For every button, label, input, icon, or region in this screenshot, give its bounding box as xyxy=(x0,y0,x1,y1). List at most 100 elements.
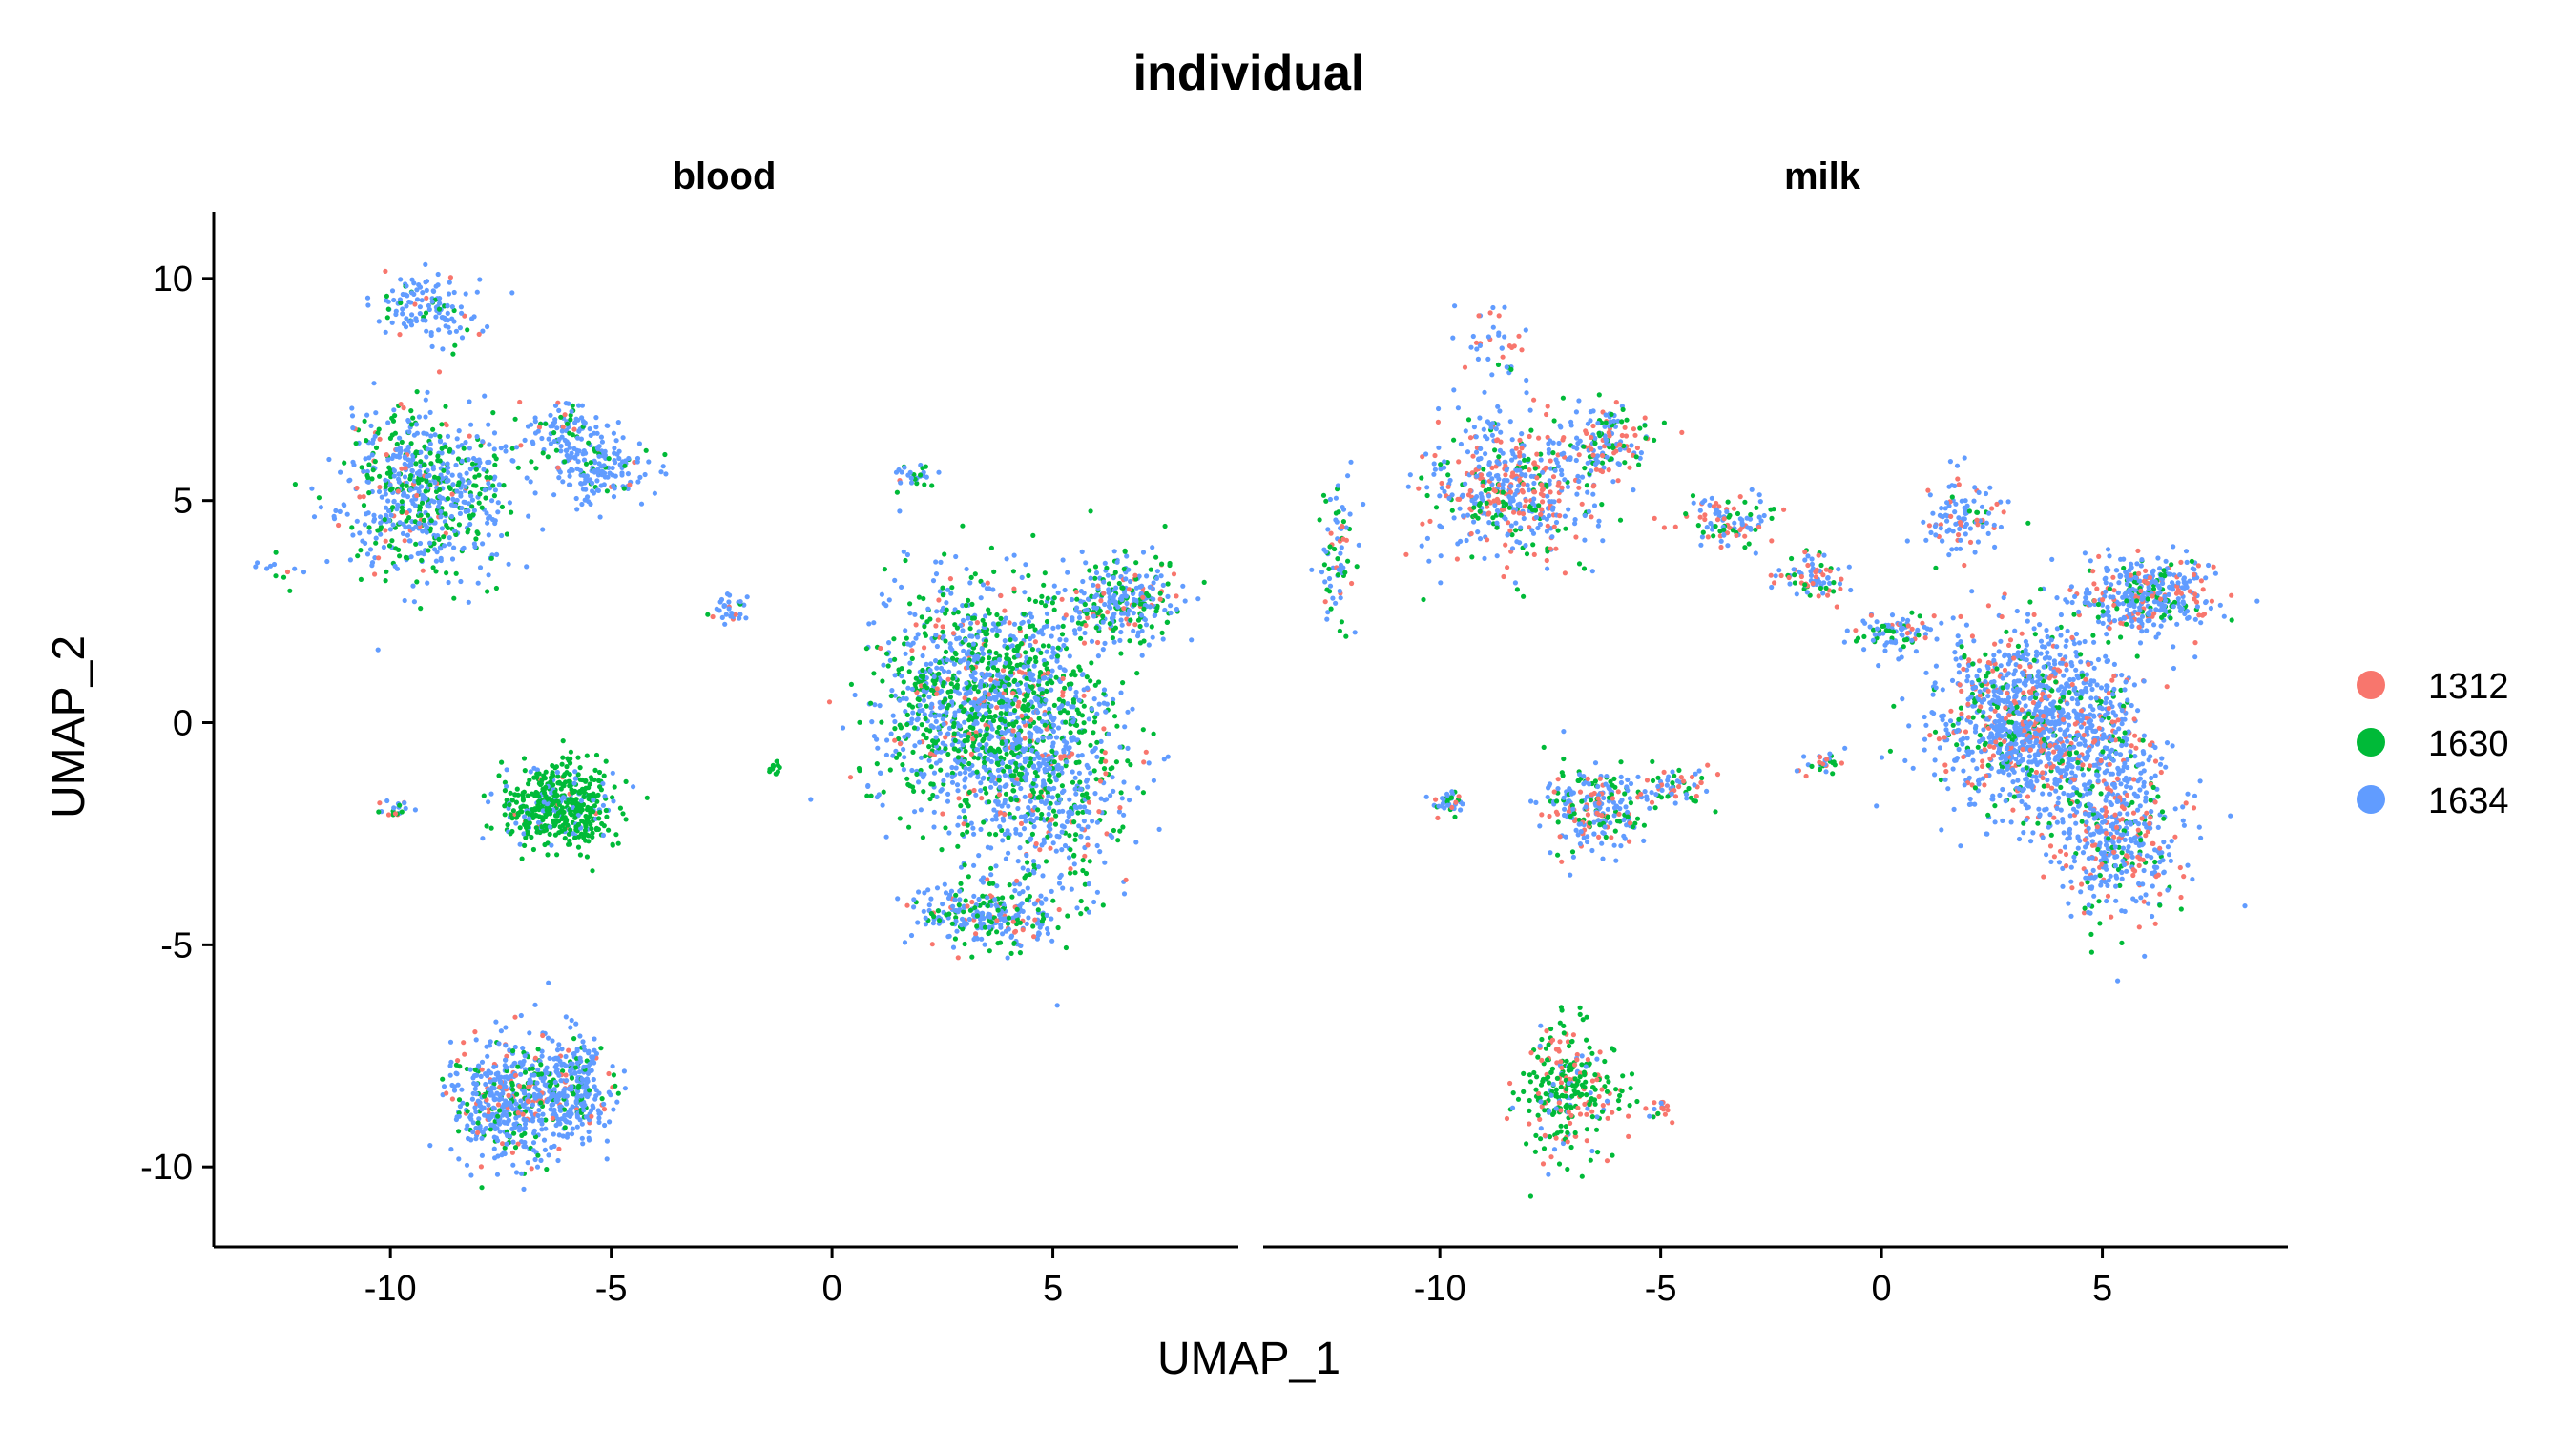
point-blood-1312 xyxy=(449,491,455,497)
point-blood-1634 xyxy=(1071,861,1077,867)
point-blood-1634 xyxy=(1089,638,1095,644)
point-blood-1634 xyxy=(451,528,457,534)
point-blood-1634 xyxy=(1060,557,1066,563)
point-blood-1630 xyxy=(441,467,447,473)
point-blood-1630 xyxy=(1110,635,1115,641)
point-blood-1630 xyxy=(543,1117,549,1123)
point-blood-1634 xyxy=(383,329,388,335)
point-blood-1630 xyxy=(964,800,969,806)
point-blood-1312 xyxy=(1117,805,1123,811)
point-blood-1634 xyxy=(409,312,415,318)
point-blood-1630 xyxy=(1080,792,1086,798)
point-blood-1634 xyxy=(1086,881,1091,887)
point-blood-1630 xyxy=(287,588,293,593)
point-blood-1634 xyxy=(496,482,503,487)
chart-title: individual xyxy=(1133,46,1365,101)
point-blood-1630 xyxy=(994,929,1000,935)
point-blood-1634 xyxy=(1061,642,1067,649)
point-blood-1630 xyxy=(515,465,521,470)
point-blood-1634 xyxy=(1006,850,1011,856)
point-blood-1634 xyxy=(1015,731,1022,736)
point-blood-1634 xyxy=(976,896,982,902)
point-blood-1634 xyxy=(449,304,455,310)
point-blood-1312 xyxy=(420,568,426,573)
point-blood-1630 xyxy=(1050,898,1056,903)
point-blood-1634 xyxy=(530,1102,536,1108)
point-blood-1634 xyxy=(957,888,963,894)
point-blood-1634 xyxy=(956,691,963,696)
point-blood-1634 xyxy=(928,723,934,729)
point-blood-1634 xyxy=(1028,731,1034,736)
point-blood-1630 xyxy=(960,831,966,838)
point-blood-1630 xyxy=(951,746,957,752)
point-blood-1312 xyxy=(929,942,935,947)
point-blood-1634 xyxy=(945,934,951,940)
point-blood-1634 xyxy=(573,1100,579,1106)
point-blood-1630 xyxy=(453,570,459,576)
point-blood-1634 xyxy=(558,1078,564,1084)
point-blood-1630 xyxy=(622,463,628,468)
point-blood-1630 xyxy=(975,689,981,695)
point-blood-1634 xyxy=(397,520,403,526)
point-blood-1630 xyxy=(962,815,968,820)
point-blood-1630 xyxy=(511,1130,517,1136)
point-blood-1634 xyxy=(503,1084,509,1089)
point-blood-1634 xyxy=(495,500,501,506)
point-blood-1630 xyxy=(515,1064,521,1069)
point-blood-1630 xyxy=(1092,575,1098,581)
point-blood-1634 xyxy=(513,1115,519,1121)
point-blood-1630 xyxy=(427,450,433,456)
point-blood-1630 xyxy=(559,828,565,834)
point-blood-1630 xyxy=(941,781,946,787)
point-blood-1634 xyxy=(1020,865,1026,871)
point-blood-1312 xyxy=(973,931,979,937)
point-blood-1630 xyxy=(1032,770,1038,776)
point-blood-1634 xyxy=(978,595,984,601)
point-blood-1634 xyxy=(447,535,452,541)
point-blood-1634 xyxy=(410,583,416,589)
point-blood-1312 xyxy=(1171,571,1177,577)
point-blood-1634 xyxy=(572,776,579,781)
point-blood-1630 xyxy=(970,743,976,749)
point-blood-1630 xyxy=(994,667,1001,673)
point-blood-1634 xyxy=(1111,575,1116,581)
point-blood-1634 xyxy=(1102,640,1108,647)
point-blood-1634 xyxy=(1125,745,1131,752)
point-blood-1634 xyxy=(968,820,974,826)
point-blood-1634 xyxy=(552,1079,558,1085)
point-blood-1634 xyxy=(1118,629,1124,635)
point-blood-1630 xyxy=(384,569,389,574)
point-blood-1630 xyxy=(423,310,429,316)
point-blood-1630 xyxy=(551,799,557,805)
point-blood-1634 xyxy=(952,897,958,902)
point-blood-1634 xyxy=(1050,650,1056,655)
point-blood-1634 xyxy=(424,524,430,530)
point-blood-1634 xyxy=(440,495,446,501)
point-blood-1634 xyxy=(566,1110,571,1115)
point-blood-1634 xyxy=(456,428,462,434)
point-blood-1634 xyxy=(586,499,592,505)
point-blood-1634 xyxy=(961,657,966,663)
point-blood-1630 xyxy=(1120,680,1126,686)
point-blood-1630 xyxy=(892,656,898,662)
point-blood-1634 xyxy=(970,825,976,831)
point-blood-1634 xyxy=(505,1133,510,1139)
point-blood-1630 xyxy=(1151,731,1156,736)
point-blood-1634 xyxy=(1082,630,1088,636)
point-milk-1634 xyxy=(1451,387,1457,393)
point-blood-1312 xyxy=(361,494,366,500)
point-blood-1634 xyxy=(950,944,957,950)
point-blood-1312 xyxy=(449,1096,455,1102)
point-blood-1634 xyxy=(1066,814,1071,819)
point-blood-1630 xyxy=(552,789,558,796)
point-blood-1630 xyxy=(921,693,926,698)
point-blood-1634 xyxy=(610,1064,615,1069)
point-blood-1634 xyxy=(871,620,877,626)
point-blood-1634 xyxy=(1106,587,1111,592)
point-blood-1634 xyxy=(1105,572,1111,578)
point-blood-1634 xyxy=(385,498,391,504)
point-blood-1634 xyxy=(570,1126,575,1131)
point-blood-1630 xyxy=(1039,919,1045,924)
point-blood-1634 xyxy=(599,472,605,478)
